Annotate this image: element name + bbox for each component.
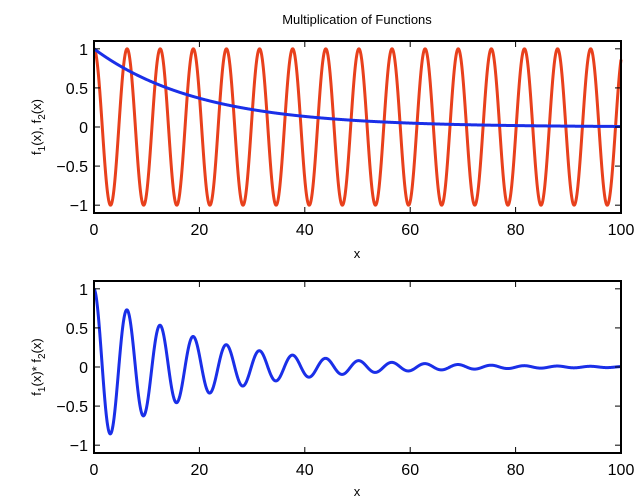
top-x-tick-label: 100: [608, 222, 635, 239]
top-ticks: 0 20 40 60 80 100 −1 −0.5 0 0.5 1: [56, 41, 634, 239]
bottom-x-tick-label: 20: [191, 462, 209, 479]
top-x-tick-label: 20: [191, 222, 209, 239]
top-x-tick-label: 40: [296, 222, 314, 239]
top-y-tick-label: 1: [79, 42, 88, 59]
bottom-ticks: 0 20 40 60 80 100 −1 −0.5 0 0.5 1: [56, 281, 634, 479]
top-y-tick-label: −1: [70, 198, 88, 215]
bottom-x-tick-label: 0: [90, 462, 99, 479]
top-y-axis-label: f1(x), f2(x): [29, 99, 48, 155]
top-y-tick-label: −0.5: [56, 159, 88, 176]
chart-title: Multiplication of Functions: [282, 12, 432, 27]
top-series-line-1: [92, 47, 623, 207]
top-x-axis-label: x: [354, 246, 361, 261]
bottom-y-tick-label: 0: [79, 360, 88, 377]
bottom-y-tick-label: −0.5: [56, 399, 88, 416]
bottom-curves: [92, 287, 623, 436]
top-x-tick-label: 0: [90, 222, 99, 239]
top-y-tick-label: 0: [79, 120, 88, 137]
bottom-panel: 0 20 40 60 80 100 −1 −0.5 0 0.5 1 x f1(x)* f2(x): [29, 280, 634, 498]
bottom-series-line-1: [92, 287, 623, 436]
top-x-tick-label: 60: [401, 222, 419, 239]
bottom-y-tick-label: −1: [70, 438, 88, 455]
bottom-x-tick-label: 100: [608, 462, 635, 479]
bottom-x-axis-label: x: [354, 484, 361, 498]
top-curves: [92, 47, 623, 207]
bottom-y-tick-label: 1: [79, 282, 88, 299]
bottom-x-tick-label: 60: [401, 462, 419, 479]
bottom-x-tick-label: 80: [507, 462, 525, 479]
bottom-x-tick-label: 40: [296, 462, 314, 479]
top-x-tick-label: 80: [507, 222, 525, 239]
top-panel: Multiplication of Functions 0 20 40 60 80 100…: [29, 12, 634, 261]
top-y-tick-label: 0.5: [66, 81, 88, 98]
bottom-y-tick-label: 0.5: [66, 321, 88, 338]
bottom-y-axis-label: f1(x)* f2(x): [29, 338, 48, 395]
top-series-line-2: [92, 47, 623, 128]
